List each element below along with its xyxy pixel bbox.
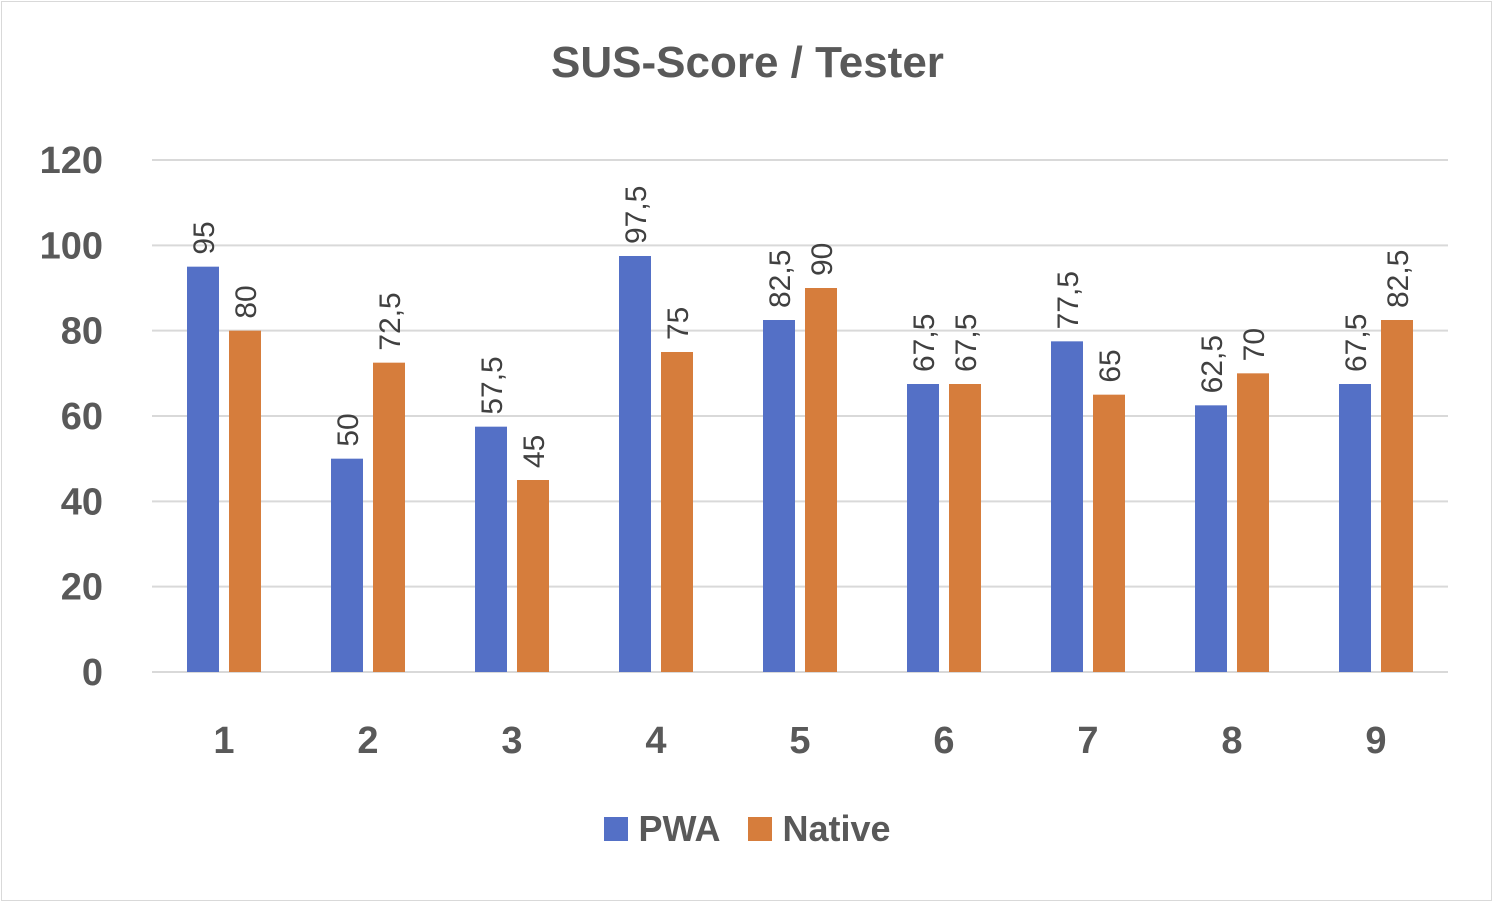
bar-native	[517, 480, 549, 672]
data-label: 90	[806, 243, 839, 276]
data-label: 57,5	[476, 356, 509, 414]
bar-pwa	[1339, 384, 1371, 672]
data-label: 80	[230, 285, 263, 318]
x-tick-label: 5	[789, 720, 810, 762]
y-tick-label: 60	[61, 396, 103, 438]
x-tick-label: 7	[1077, 720, 1098, 762]
legend-item-native: Native	[748, 808, 891, 850]
bar-native	[805, 288, 837, 672]
bar-pwa	[907, 384, 939, 672]
x-tick-label: 3	[501, 720, 522, 762]
legend-label-pwa: PWA	[638, 808, 721, 849]
data-label: 82,5	[1382, 250, 1415, 308]
y-tick-label: 120	[40, 140, 103, 182]
data-label: 70	[1238, 328, 1271, 361]
legend: PWA Native	[0, 808, 1495, 850]
data-label: 95	[188, 221, 221, 254]
data-label: 45	[518, 435, 551, 468]
bar-pwa	[187, 266, 219, 672]
legend-item-pwa: PWA	[604, 808, 720, 850]
y-tick-label: 100	[40, 225, 103, 267]
x-tick-label: 2	[357, 720, 378, 762]
bar-native	[1237, 373, 1269, 672]
x-tick-label: 9	[1365, 720, 1386, 762]
chart-title: SUS-Score / Tester	[551, 38, 944, 87]
legend-swatch-native	[748, 817, 773, 841]
bar-pwa	[619, 256, 651, 672]
data-label: 67,5	[1340, 314, 1373, 372]
x-tick-label: 4	[645, 720, 666, 762]
bar-pwa	[763, 320, 795, 672]
data-label: 72,5	[374, 292, 407, 350]
bar-pwa	[331, 458, 363, 672]
data-label: 75	[662, 307, 695, 340]
bar-pwa	[1195, 405, 1227, 672]
bar-native	[1381, 320, 1413, 672]
data-label: 82,5	[764, 250, 797, 308]
data-label: 97,5	[620, 186, 653, 244]
y-tick-label: 80	[61, 311, 103, 353]
bar-native	[949, 384, 981, 672]
y-tick-label: 0	[82, 652, 103, 694]
legend-swatch-pwa	[604, 817, 629, 841]
bar-native	[373, 362, 405, 672]
bar-native	[1093, 394, 1125, 672]
data-label: 62,5	[1196, 335, 1229, 393]
data-label: 77,5	[1052, 271, 1085, 329]
y-tick-label: 40	[61, 481, 103, 523]
data-label: 50	[332, 413, 365, 446]
bar-native	[229, 330, 261, 672]
data-label: 67,5	[950, 314, 983, 372]
bar-native	[661, 352, 693, 672]
bar-pwa	[1051, 341, 1083, 672]
bar-pwa	[475, 426, 507, 672]
data-label: 65	[1094, 349, 1127, 382]
x-tick-label: 8	[1221, 720, 1242, 762]
y-tick-label: 20	[61, 567, 103, 609]
x-tick-label: 1	[213, 720, 234, 762]
data-label: 67,5	[908, 314, 941, 372]
x-tick-label: 6	[933, 720, 954, 762]
legend-label-native: Native	[782, 808, 891, 849]
